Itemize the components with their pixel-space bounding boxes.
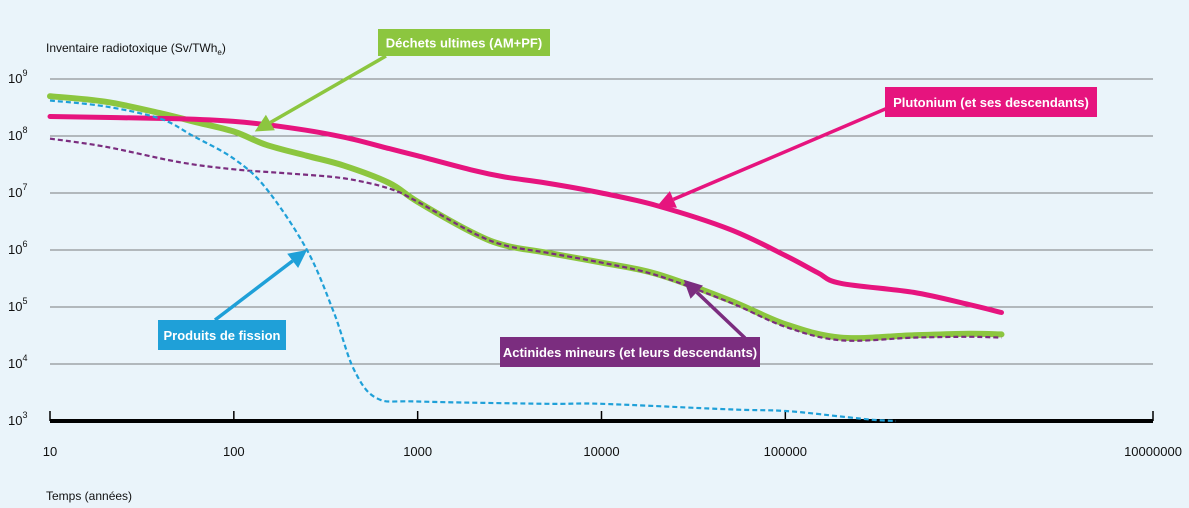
y-tick-label: 109 [8, 68, 27, 86]
callout-label: Actinides mineurs (et leurs descendants) [503, 345, 757, 360]
y-tick-label: 107 [8, 182, 27, 200]
series-line-0 [47, 93, 1005, 342]
callout-arrow-head [656, 191, 677, 208]
y-axis-ticks: 103 104 105 106 107 108 109 [8, 68, 27, 428]
y-tick-label: 105 [8, 296, 27, 314]
x-axis-label: Temps (années) [46, 489, 132, 503]
series-lines [47, 93, 1005, 423]
y-axis-label: Inventaire radiotoxique (Sv/TWhe) [46, 41, 226, 57]
x-tick-label: 10000 [583, 444, 619, 459]
callout-3: Actinides mineurs (et leurs descendants) [500, 279, 760, 367]
x-tick-label: 10000000 [1124, 444, 1182, 459]
y-tick-label: 106 [8, 239, 27, 257]
y-tick-label: 104 [8, 353, 27, 371]
callout-arrow-line [213, 259, 294, 322]
callout-arrow-line [672, 105, 891, 202]
callout-2: Produits de fission [158, 250, 307, 350]
callout-arrow-line [695, 290, 747, 340]
x-tick-label: 1000 [403, 444, 432, 459]
series-line-2 [47, 114, 1004, 315]
callout-box [885, 87, 1097, 117]
x-axis-ticks: 10 100 1000 10000 100000 10000000 [43, 411, 1182, 459]
x-tick-label: 10 [43, 444, 57, 459]
callout-box [378, 29, 550, 56]
y-tick-label: 103 [8, 410, 27, 428]
series-line-3 [49, 99, 897, 423]
y-tick-label: 108 [8, 125, 27, 143]
callout-arrow-head [287, 250, 307, 269]
callout-arrow-line [269, 54, 387, 125]
callout-label: Produits de fission [163, 328, 280, 343]
callout-1: Plutonium (et ses descendants) [656, 87, 1097, 208]
x-tick-label: 100 [223, 444, 245, 459]
callout-arrow-head [254, 114, 275, 132]
callout-label: Déchets ultimes (AM+PF) [386, 36, 542, 51]
callout-box [500, 337, 760, 367]
callout-arrow-head [683, 279, 703, 299]
callouts: Déchets ultimes (AM+PF) Plutonium (et ses… [158, 29, 1097, 367]
callout-0: Déchets ultimes (AM+PF) [254, 29, 550, 132]
callout-label: Plutonium (et ses descendants) [893, 95, 1089, 110]
series-line-1 [49, 137, 1002, 342]
callout-box [158, 320, 286, 350]
x-tick-label: 100000 [764, 444, 807, 459]
